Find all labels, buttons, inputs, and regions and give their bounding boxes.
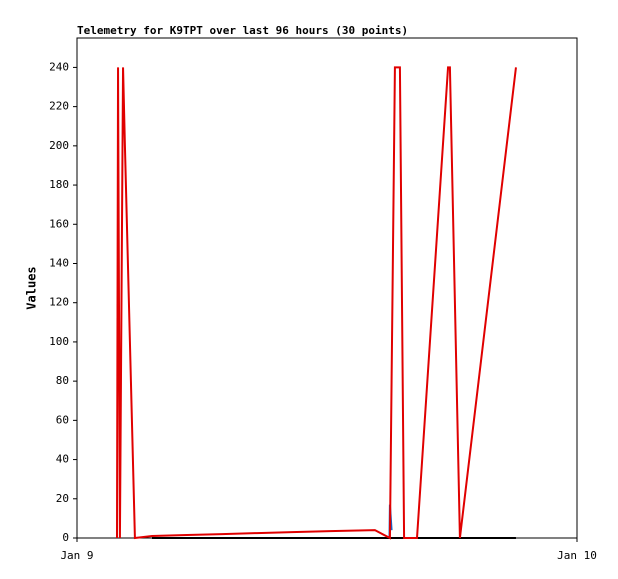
y-tick-label: 20 [56, 492, 69, 505]
chart-title: Telemetry for K9TPT over last 96 hours (… [77, 24, 408, 37]
plot-frame [76, 37, 578, 539]
y-axis-label: Values [25, 266, 39, 309]
x-tick-label: Jan 10 [557, 549, 597, 562]
series-line [116, 66, 517, 540]
y-tick-label: 160 [49, 217, 69, 230]
y-tick-label: 240 [49, 60, 69, 73]
y-tick-label: 80 [56, 374, 69, 387]
y-tick-label: 60 [56, 413, 69, 426]
y-tick-label: 220 [49, 100, 69, 113]
y-tick-label: 100 [49, 335, 69, 348]
y-tick-label: 180 [49, 178, 69, 191]
y-tick-label: 200 [49, 139, 69, 152]
y-tick-label: 120 [49, 296, 69, 309]
y-tick-label: 140 [49, 256, 69, 269]
y-tick-label: 0 [62, 531, 69, 544]
y-tick-label: 40 [56, 453, 69, 466]
x-tick-label: Jan 9 [60, 549, 93, 562]
